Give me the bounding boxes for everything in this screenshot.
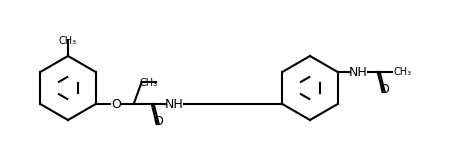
Text: NH: NH xyxy=(164,98,183,111)
Text: CH₃: CH₃ xyxy=(140,78,158,88)
Text: CH₃: CH₃ xyxy=(59,36,77,46)
Text: O: O xyxy=(153,115,163,128)
Text: NH: NH xyxy=(349,66,367,78)
Text: CH₃: CH₃ xyxy=(394,67,412,77)
Text: O: O xyxy=(111,98,120,111)
Text: O: O xyxy=(379,83,389,96)
